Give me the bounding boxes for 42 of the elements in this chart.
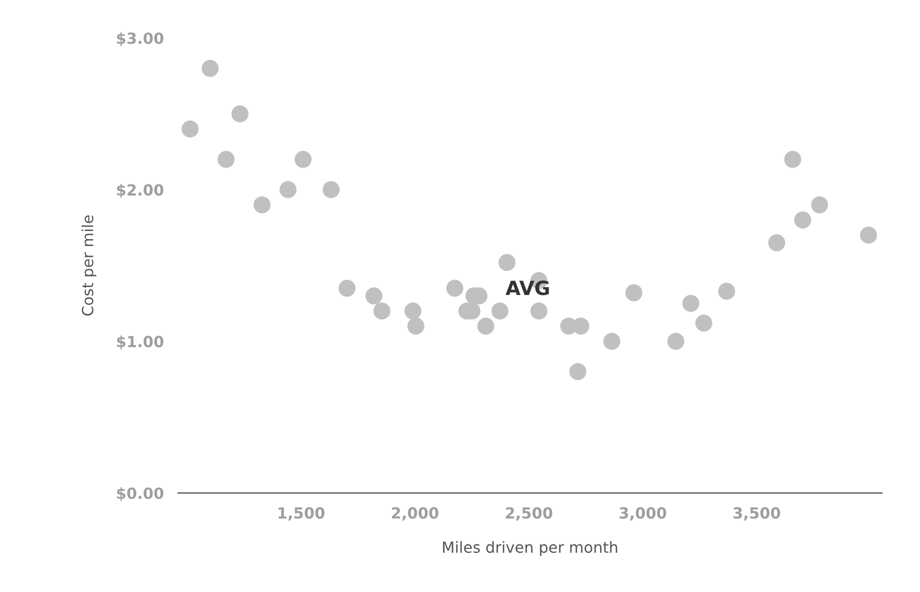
point — [231, 105, 248, 122]
point — [794, 211, 812, 229]
point — [625, 284, 642, 302]
point — [407, 318, 424, 335]
annotation: AVG — [506, 280, 549, 296]
point — [491, 302, 508, 320]
point — [373, 302, 390, 320]
point — [294, 150, 312, 168]
x-axis-title: Miles driven per month — [443, 541, 618, 556]
y-tick-label: $0.00 — [116, 487, 164, 502]
point — [477, 318, 494, 335]
y-tick-label: $1.00 — [116, 336, 164, 350]
point — [667, 332, 684, 350]
point — [404, 302, 422, 320]
point — [682, 294, 700, 312]
x-tick-label: 3,000 — [620, 507, 666, 521]
point — [254, 196, 271, 214]
y-tick-label: $2.00 — [116, 184, 164, 198]
point — [768, 234, 786, 252]
x-tick-label: 1,500 — [278, 507, 324, 521]
point — [338, 280, 356, 297]
point — [182, 120, 199, 138]
point — [322, 181, 340, 198]
point — [202, 60, 219, 77]
point — [718, 282, 736, 300]
point — [498, 254, 516, 271]
point — [365, 287, 382, 304]
x-tick-label: 3,500 — [734, 507, 780, 521]
point — [446, 280, 464, 297]
x-tick-label: 2,500 — [506, 507, 552, 521]
point — [784, 150, 802, 168]
x-tick-label: 2,000 — [392, 507, 438, 521]
point — [811, 196, 828, 214]
y-axis-title: Cost per mile — [82, 215, 96, 316]
y-tick-label: $3.00 — [116, 32, 164, 46]
point — [218, 150, 235, 168]
point — [569, 363, 586, 380]
point — [603, 332, 620, 350]
point — [695, 314, 712, 332]
point — [530, 302, 548, 320]
point — [280, 181, 297, 198]
point — [860, 226, 878, 244]
